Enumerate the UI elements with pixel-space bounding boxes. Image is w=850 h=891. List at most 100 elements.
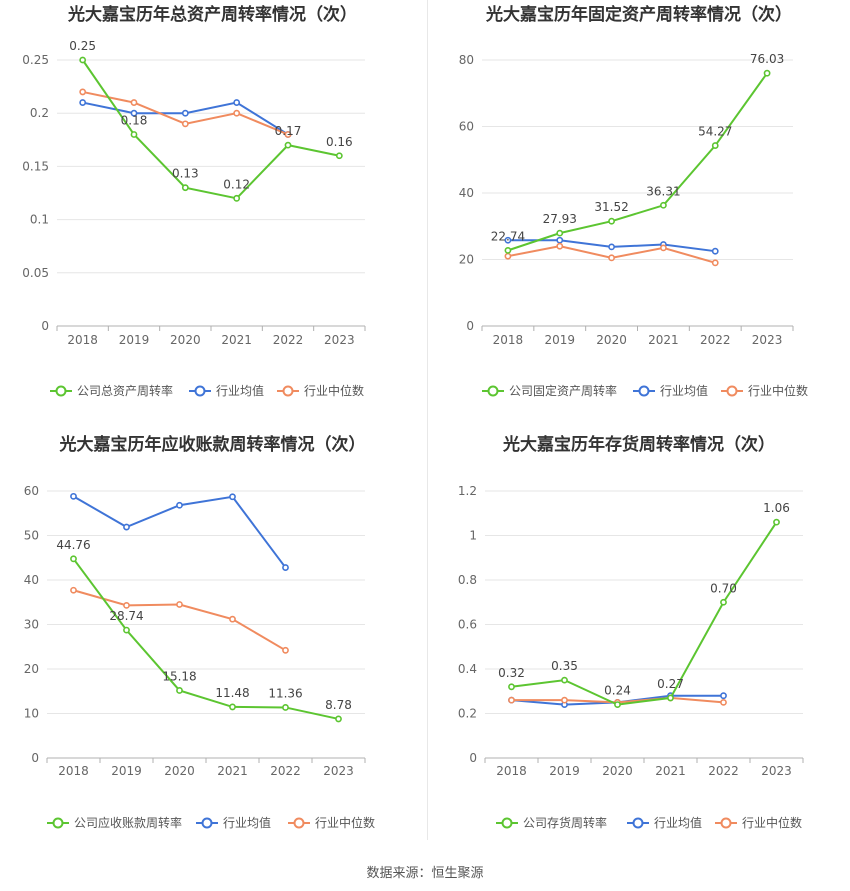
legend-label: 行业中位数	[304, 383, 364, 398]
legend-marker	[52, 817, 64, 829]
x-tick-label: 2019	[119, 333, 150, 347]
y-tick-label: 0	[31, 751, 39, 765]
data-point	[556, 236, 564, 244]
data-point	[229, 615, 236, 623]
x-tick-label: 2022	[708, 764, 739, 778]
data-label: 76.03	[750, 52, 784, 66]
data-point	[79, 56, 87, 64]
data-point	[123, 626, 130, 634]
x-tick-label: 2019	[549, 764, 580, 778]
data-label: 0.27	[657, 677, 684, 691]
y-tick-label: 0.4	[458, 662, 477, 676]
x-tick-label: 2021	[655, 764, 686, 778]
x-tick-label: 2018	[493, 333, 524, 347]
legend-marker	[632, 817, 644, 829]
data-point	[608, 217, 615, 225]
y-tick-label: 40	[459, 186, 474, 200]
data-point	[660, 201, 667, 209]
chart-title: 光大嘉宝历年总资产周转率情况（次）	[67, 4, 357, 25]
data-point	[561, 696, 568, 704]
data-point	[130, 109, 138, 117]
data-point	[720, 692, 727, 700]
y-tick-label: 0.6	[458, 618, 477, 632]
legend-label: 公司应收账款周转率	[74, 815, 182, 830]
y-tick-label: 0.1	[30, 213, 49, 227]
y-tick-label: 40	[24, 573, 39, 587]
receivables-turnover-chart: 光大嘉宝历年应收账款周转率情况（次） 0 10 20 30 40 50 60 2018 2019 2…	[24, 434, 375, 830]
legend-marker	[293, 817, 305, 829]
data-point	[763, 69, 771, 77]
series-line-2	[73, 589, 287, 652]
chart-title: 光大嘉宝历年存货周转率情况（次）	[502, 434, 775, 455]
data-point	[608, 243, 615, 251]
data-point	[667, 694, 674, 702]
data-label: 0.25	[69, 39, 96, 53]
y-tick-label: 0.2	[458, 707, 477, 721]
data-point	[233, 194, 241, 202]
legend-marker	[194, 385, 206, 397]
y-tick-label: 1.2	[458, 484, 477, 498]
data-point	[176, 687, 183, 694]
data-point	[284, 131, 292, 138]
data-label: 0.13	[172, 167, 199, 181]
y-tick-label: 0	[469, 751, 477, 765]
chart-title: 光大嘉宝历年应收账款周转率情况（次）	[59, 434, 366, 455]
data-label: 0.17	[275, 124, 302, 138]
data-label: 22.74	[491, 229, 525, 243]
data-point	[282, 646, 289, 654]
y-tick-label: 20	[24, 662, 39, 676]
legend-marker	[55, 385, 67, 397]
data-point	[123, 523, 130, 531]
x-tick-label: 2021	[217, 764, 248, 778]
data-label: 44.76	[56, 538, 90, 552]
data-point	[79, 99, 87, 106]
x-tick-label: 2018	[67, 333, 98, 347]
data-label: 0.24	[604, 684, 631, 698]
x-tick-label: 2022	[273, 333, 304, 347]
y-tick-label: 10	[24, 707, 39, 721]
x-tick-label: 2022	[700, 333, 731, 347]
data-label: 11.48	[215, 686, 249, 700]
y-tick-label: 1	[469, 529, 477, 543]
data-source-note: 数据来源：恒生聚源	[366, 866, 484, 881]
data-point	[176, 501, 183, 509]
data-label: 0.16	[326, 135, 353, 149]
data-point	[335, 715, 342, 723]
x-tick-label: 2022	[270, 764, 301, 778]
data-point	[70, 492, 77, 500]
data-label: 0.32	[498, 666, 525, 680]
data-point	[282, 564, 289, 571]
y-tick-label: 0.8	[458, 573, 477, 587]
series-line-0	[81, 59, 340, 200]
legend-label: 公司固定资产周转率	[509, 383, 617, 398]
series-line-0	[511, 521, 778, 706]
data-label: 15.18	[162, 669, 196, 683]
x-tick-label: 2018	[496, 764, 527, 778]
data-point	[123, 601, 130, 609]
y-tick-label: 20	[459, 253, 474, 267]
legend-marker	[726, 385, 738, 397]
data-point	[773, 518, 780, 526]
y-tick-label: 0.15	[22, 159, 49, 173]
x-tick-label: 2023	[761, 764, 792, 778]
x-tick-label: 2021	[648, 333, 679, 347]
legend-marker	[201, 817, 213, 829]
y-tick-label: 60	[24, 484, 39, 498]
y-tick-label: 0	[41, 319, 49, 333]
legend-label: 公司总资产周转率	[77, 383, 173, 398]
data-point	[181, 184, 189, 192]
data-point	[233, 109, 241, 117]
data-point	[130, 131, 138, 138]
data-label: 0.12	[223, 177, 250, 191]
data-point	[504, 252, 512, 260]
legend-marker	[720, 817, 732, 829]
x-tick-label: 2020	[602, 764, 633, 778]
y-tick-label: 50	[24, 529, 39, 543]
chart-title: 光大嘉宝历年固定资产周转率情况（次）	[485, 4, 792, 25]
series-line-0	[72, 558, 339, 720]
inventory-turnover-chart: 光大嘉宝历年存货周转率情况（次） 0 0.2 0.4 0.6 0.8 1 1.2 2018 201…	[458, 434, 804, 830]
data-point	[556, 229, 564, 237]
data-point	[508, 683, 515, 691]
data-point	[614, 701, 621, 708]
fixed-asset-turnover-chart: 光大嘉宝历年固定资产周转率情况（次） 0 20 40 60 80 2018 2019 2020 2…	[459, 4, 808, 398]
